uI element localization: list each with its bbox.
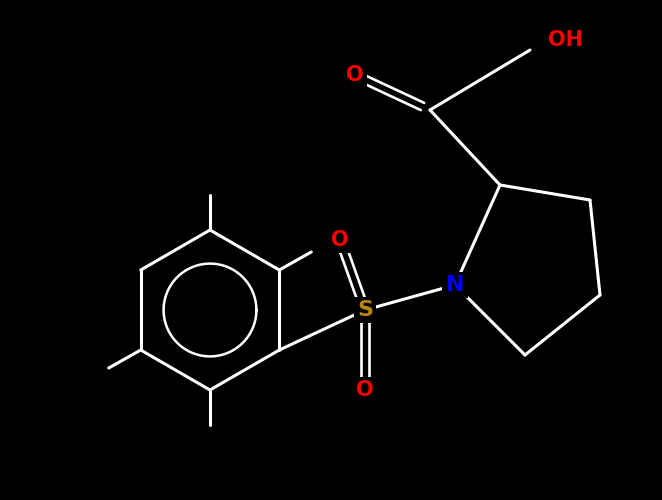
- Text: O: O: [346, 65, 364, 85]
- Text: O: O: [356, 380, 374, 400]
- Text: O: O: [331, 230, 349, 250]
- Text: OH: OH: [548, 30, 583, 50]
- Text: S: S: [357, 300, 373, 320]
- Text: N: N: [446, 275, 464, 295]
